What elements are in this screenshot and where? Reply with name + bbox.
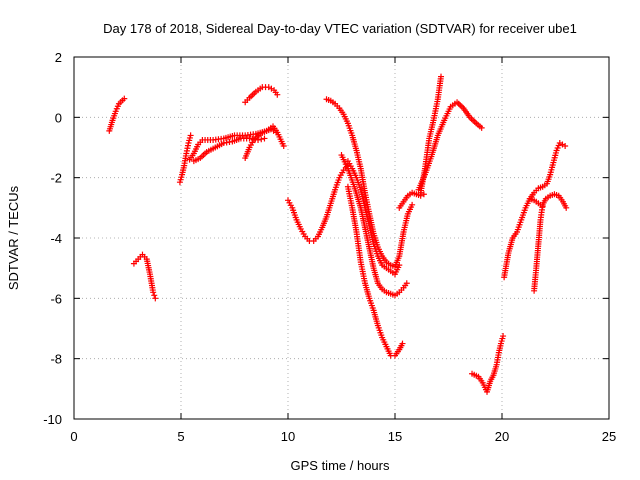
data-series [176,132,194,186]
data-series [344,183,406,359]
data-point [403,280,410,287]
data-point [280,142,287,149]
data-series [396,189,427,211]
data-point [150,289,157,296]
data-point [258,136,265,143]
data-series [526,195,546,210]
data-point [396,262,403,269]
data-point [151,292,158,299]
data-point [438,73,445,80]
y-axis-label: SDTVAR / TECUs [6,185,21,290]
data-point [409,201,416,208]
data-series [130,251,159,302]
x-tick-labels: 0 5 10 15 20 25 [70,429,616,444]
data-series [469,333,507,395]
data-series [417,73,445,196]
data-series [344,158,403,278]
y-tick-label: -2 [50,171,62,186]
y-tick-label: -10 [43,412,62,427]
y-tick-labels: -10 -8 -6 -4 -2 0 2 [43,50,62,427]
data-series [242,84,281,106]
data-series [285,162,351,245]
y-tick-label: -6 [50,291,62,306]
data-series [242,126,280,162]
x-tick-label: 15 [388,429,402,444]
data-series [106,95,128,134]
data-point [121,95,128,102]
x-axis-label: GPS time / hours [291,458,390,473]
y-tick-label: -4 [50,231,62,246]
data-series [338,152,410,299]
y-tick-label: -8 [50,352,62,367]
grid-lines [74,57,609,419]
data-point [478,124,485,131]
y-tick-label: 0 [55,110,62,125]
data-series [415,99,485,193]
chart-title: Day 178 of 2018, Sidereal Day-to-day VTE… [103,21,577,36]
x-tick-label: 20 [495,429,509,444]
x-tick-label: 5 [177,429,184,444]
data-point [420,191,427,198]
x-tick-label: 25 [602,429,616,444]
data-series [531,191,570,294]
data-point [274,91,281,98]
data-point [562,142,569,149]
data-point [399,340,406,347]
data-point [152,295,159,302]
data-point [187,132,194,139]
x-tick-label: 10 [281,429,295,444]
plot-frame [73,56,610,420]
data-point [273,129,280,136]
data-point [261,135,268,142]
y-tick-label: 2 [55,50,62,65]
data-point [500,333,507,340]
data-point [563,204,570,211]
data-point [539,203,546,210]
data-points [106,73,570,395]
x-tick-label: 0 [70,429,77,444]
